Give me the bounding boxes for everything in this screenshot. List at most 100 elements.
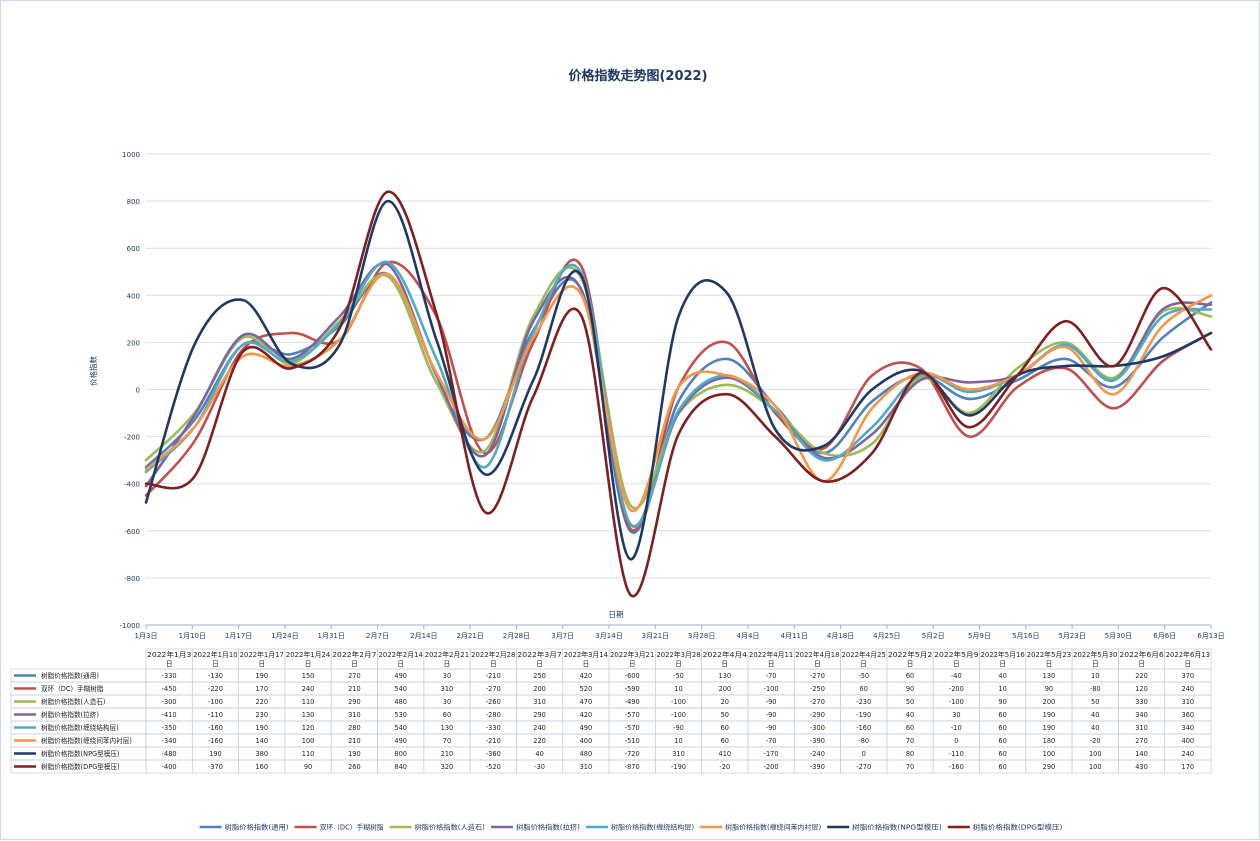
table-value: 90 — [906, 685, 914, 693]
table-value: -160 — [208, 737, 223, 745]
x-tick-label: 2月21日 — [456, 632, 483, 640]
table-value: 370 — [1182, 672, 1195, 680]
table-value: -390 — [810, 763, 825, 771]
x-tick-label: 4月25日 — [873, 632, 900, 640]
legend-label: 树脂价格指数(通用) — [225, 823, 289, 832]
legend-item: 树脂价格指数(NPG型模压) — [827, 823, 942, 832]
table-value: 310 — [441, 685, 454, 693]
table-value: 40 — [998, 672, 1006, 680]
table-header-label: 2022年6月6 — [1119, 650, 1163, 659]
table-value: -410 — [162, 711, 177, 719]
table-value: 110 — [302, 750, 315, 758]
series-line — [144, 266, 1213, 510]
table-value: 120 — [1135, 685, 1148, 693]
table-value: 320 — [441, 763, 454, 771]
legend-item: 树脂价格指数(人造石) — [389, 823, 485, 832]
table-value: 480 — [580, 750, 593, 758]
table-value: -230 — [856, 698, 871, 706]
table-header-label-tail: 日 — [536, 660, 543, 668]
table-value: 190 — [255, 724, 268, 732]
x-tick-label: 4月18日 — [827, 632, 854, 640]
table-value: -510 — [625, 737, 640, 745]
x-tick-label: 2月7日 — [366, 632, 389, 640]
table-value: -110 — [208, 711, 223, 719]
table-value: 210 — [348, 685, 361, 693]
table-header-label: 2022年2月28 — [471, 650, 515, 659]
table-value: 280 — [348, 724, 361, 732]
legend-item: 树脂价格指数(DPG型模压) — [947, 823, 1062, 832]
y-tick-label: -800 — [124, 575, 140, 583]
table-value: 60 — [998, 737, 1006, 745]
table-value: -40 — [951, 672, 962, 680]
table-value: -110 — [949, 750, 964, 758]
table-header-label: 2022年1月17 — [240, 650, 284, 659]
table-value: -340 — [162, 737, 177, 745]
table-value: 90 — [1045, 685, 1053, 693]
series-line — [144, 258, 1213, 532]
table-header-label: 2022年5月9 — [934, 650, 978, 659]
x-tick-label: 1月3日 — [135, 632, 158, 640]
table-header-label-tail: 日 — [722, 660, 729, 668]
table-value: 310 — [348, 711, 361, 719]
table-value: 310 — [672, 750, 685, 758]
table-value: -520 — [486, 763, 501, 771]
table-header-label-tail: 日 — [860, 660, 867, 668]
x-tick-label: 5月23日 — [1058, 632, 1085, 640]
table-value: 70 — [906, 737, 914, 745]
table-header-label-tail: 日 — [953, 660, 960, 668]
table-value: 430 — [1135, 763, 1148, 771]
table-value: 50 — [1091, 698, 1099, 706]
table-value: -100 — [671, 698, 686, 706]
table-header-label-tail: 日 — [444, 660, 451, 668]
data-table: 2022年1月3日2022年1月10日2022年1月17日2022年1月24日2… — [10, 648, 1212, 774]
x-tick-label: 1月10日 — [179, 632, 206, 640]
series-line — [144, 260, 1213, 528]
legend-item: 树脂价格指数(拉挤) — [491, 823, 580, 832]
table-value: 40 — [906, 711, 914, 719]
table-value: -390 — [810, 737, 825, 745]
table-value: 380 — [255, 750, 268, 758]
table-value: -190 — [671, 763, 686, 771]
x-tick-label: 2月14日 — [410, 632, 437, 640]
table-value: -570 — [625, 711, 640, 719]
table-header-label: 2022年5月16 — [980, 650, 1024, 659]
table-value: 60 — [906, 724, 914, 732]
x-tick-label: 5月30日 — [1105, 632, 1132, 640]
table-value: 60 — [721, 724, 729, 732]
table-header-label: 2022年6月13 — [1166, 650, 1210, 659]
y-tick-label: -400 — [124, 481, 140, 489]
table-value: -200 — [949, 685, 964, 693]
table-header-label-tail: 日 — [583, 660, 590, 668]
table-header-label: 2022年4月25 — [842, 650, 886, 659]
x-tick-label: 6月6日 — [1153, 632, 1176, 640]
table-value: 290 — [1043, 763, 1056, 771]
table-value: 410 — [719, 750, 732, 758]
table-value: -290 — [810, 711, 825, 719]
table-value: 30 — [443, 672, 451, 680]
table-value: -270 — [486, 685, 501, 693]
table-value: 60 — [998, 763, 1006, 771]
table-value: 10 — [1091, 672, 1099, 680]
table-value: 220 — [533, 737, 546, 745]
table-value: 130 — [441, 724, 454, 732]
table-value: 800 — [394, 750, 407, 758]
table-value: -90 — [673, 724, 684, 732]
series-line — [144, 271, 1213, 535]
table-row-label: 树脂价格指数(缠绕间苯内衬层) — [41, 736, 132, 745]
table-header-label: 2022年5月2 — [888, 650, 932, 659]
table-value: -160 — [949, 763, 964, 771]
table-value: 420 — [580, 672, 593, 680]
table-header-label-tail: 日 — [907, 660, 914, 668]
table-value: -400 — [162, 763, 177, 771]
series-line — [144, 272, 1213, 513]
table-header-label: 2022年2月21 — [425, 650, 469, 659]
series-lines — [144, 190, 1213, 598]
table-value: 10 — [674, 685, 682, 693]
table-value: 530 — [394, 711, 407, 719]
table-value: -330 — [162, 672, 177, 680]
table-value: -10 — [951, 724, 962, 732]
series-line — [144, 190, 1213, 598]
table-value: 60 — [998, 750, 1006, 758]
table-value: 220 — [255, 698, 268, 706]
